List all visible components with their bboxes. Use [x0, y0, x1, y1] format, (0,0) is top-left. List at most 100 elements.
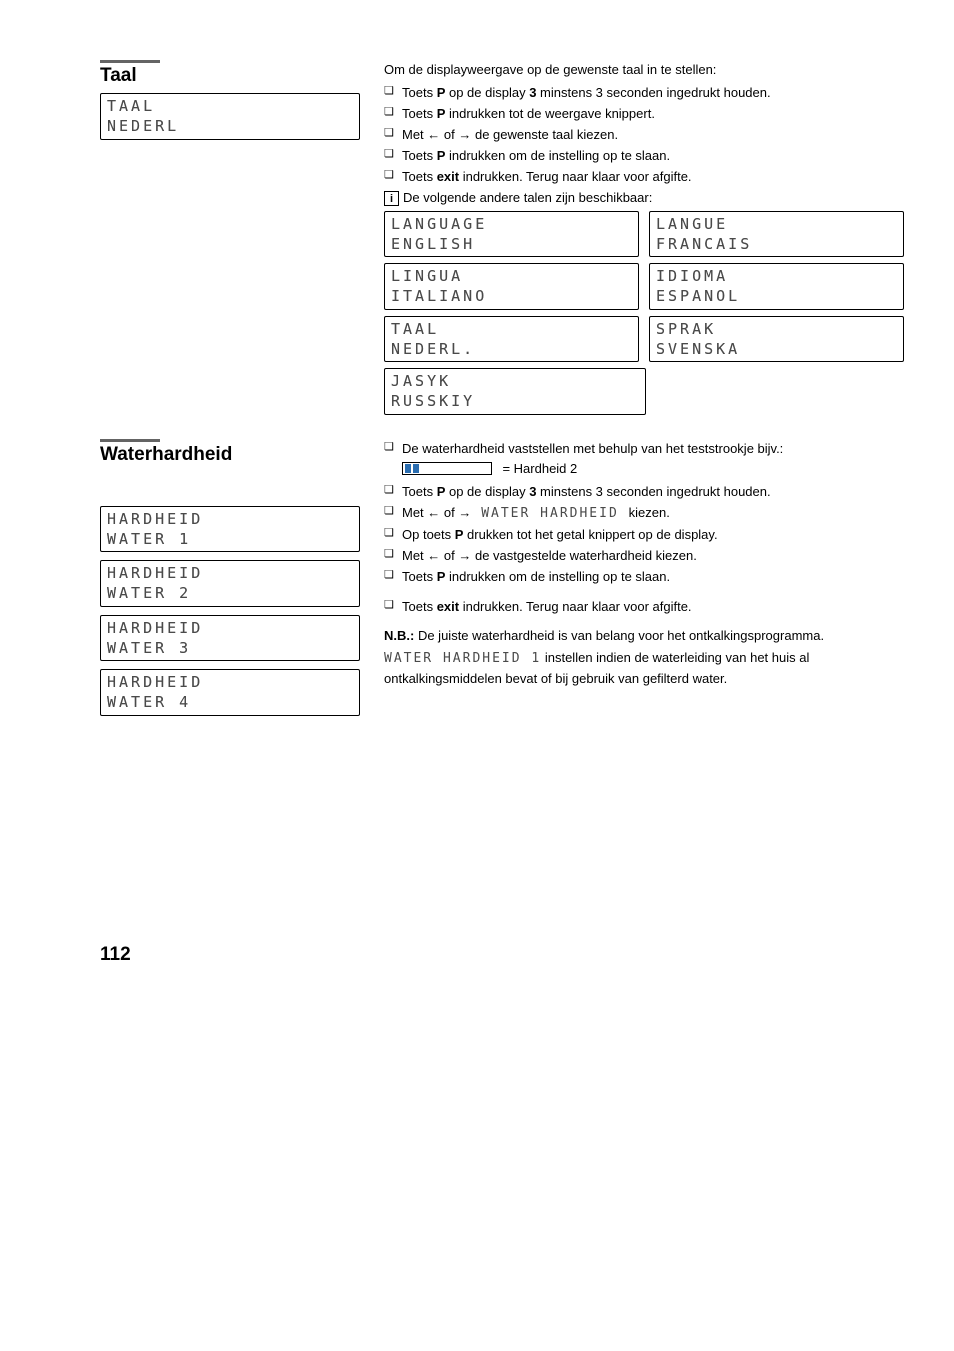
lcd-line: ESPANOL — [656, 286, 897, 306]
lcd-water: HARDHEID WATER 3 — [100, 615, 360, 662]
lcd-line: FRANCAIS — [656, 234, 897, 254]
t: Met — [402, 548, 427, 563]
section-title-taal: Taal — [100, 65, 360, 87]
section-bar — [100, 60, 160, 63]
bullet: De waterhardheid vaststellen met behulp … — [384, 439, 904, 459]
lcd-line: HARDHEID — [107, 672, 353, 692]
mono: WATER HARDHEID — [471, 506, 628, 521]
info-line: iDe volgende andere talen zijn beschikba… — [384, 188, 904, 208]
t: Toets — [402, 599, 437, 614]
lcd-water: HARDHEID WATER 2 — [100, 560, 360, 607]
page-number: 112 — [100, 944, 904, 966]
lcd-line: HARDHEID — [107, 618, 353, 638]
t: Toets — [402, 169, 437, 184]
arrow-right-icon: → — [458, 127, 471, 142]
lcd-line: TAAL — [107, 96, 353, 116]
lcd-line: WATER 3 — [107, 638, 353, 658]
water-bullet-last: Toets exit indrukken. Terug naar klaar v… — [384, 597, 904, 617]
intro-text: Om de displayweergave op de gewenste taa… — [384, 60, 904, 80]
t: indrukken. Terug naar klaar voor afgifte… — [459, 169, 691, 184]
t: minstens 3 seconden ingedrukt houden. — [536, 484, 770, 499]
lcd-water: HARDHEID WATER 4 — [100, 669, 360, 716]
lcd-line: HARDHEID — [107, 563, 353, 583]
water-bullets: Toets P op de display 3 minstens 3 secon… — [384, 482, 904, 588]
taal-bullets: Toets P op de display 3 minstens 3 secon… — [384, 83, 904, 188]
kbd: exit — [437, 169, 459, 184]
t: kiezen. — [629, 505, 670, 520]
arrow-right-icon: → — [458, 505, 471, 520]
t: Met — [402, 127, 427, 142]
t: de vastgestelde waterhardheid kiezen. — [471, 548, 696, 563]
lcd-line: NEDERL. — [391, 339, 632, 359]
lcd-line: SVENSKA — [656, 339, 897, 359]
bullet: Op toets P drukken tot het getal knipper… — [384, 525, 904, 545]
strip-label: = Hardheid 2 — [502, 461, 577, 476]
t: minstens 3 seconden ingedrukt houden. — [536, 85, 770, 100]
lcd-lang: LINGUA ITALIANO — [384, 263, 639, 310]
t: De volgende andere talen zijn beschikbaa… — [403, 190, 652, 205]
lcd-line: RUSSKIY — [391, 391, 639, 411]
arrow-left-icon: ← — [427, 127, 440, 142]
lcd-taal: TAAL NEDERL — [100, 93, 360, 140]
t: indrukken. Terug naar klaar voor afgifte… — [459, 599, 691, 614]
lcd-line: WATER 2 — [107, 583, 353, 603]
t: De waterhardheid vaststellen met behulp … — [402, 441, 783, 456]
lcd-line: WATER 4 — [107, 692, 353, 712]
lcd-line: IDIOMA — [656, 266, 897, 286]
t: de gewenste taal kiezen. — [471, 127, 618, 142]
t: of — [440, 127, 458, 142]
arrow-left-icon: ← — [427, 505, 440, 520]
lcd-line: SPRAK — [656, 319, 897, 339]
t: drukken tot het getal knippert op de dis… — [463, 527, 717, 542]
water-bullets-top: De waterhardheid vaststellen met behulp … — [384, 439, 904, 459]
bullet: Toets exit indrukken. Terug naar klaar v… — [384, 167, 904, 187]
lcd-water: HARDHEID WATER 1 — [100, 506, 360, 553]
lcd-lang: SPRAK SVENSKA — [649, 316, 904, 363]
t: indrukken om de instelling op te slaan. — [445, 148, 670, 163]
lcd-lang: LANGUAGE ENGLISH — [384, 211, 639, 258]
arrow-left-icon: ← — [427, 548, 440, 563]
bullet: Met ← of → de gewenste taal kiezen. — [384, 125, 904, 145]
bullet: Met ← of → de vastgestelde waterhardheid… — [384, 546, 904, 566]
t: op de display — [445, 85, 529, 100]
t: indrukken om de instelling op te slaan. — [445, 569, 670, 584]
nb-para2: WATER HARDHEID 1 instellen indien de wat… — [384, 648, 904, 688]
nb-para: N.B.: De juiste waterhardheid is van bel… — [384, 626, 904, 646]
nb-label: N.B.: — [384, 628, 414, 643]
lcd-line: ITALIANO — [391, 286, 632, 306]
lcd-line: JASYK — [391, 371, 639, 391]
t: Met — [402, 505, 427, 520]
t: Toets — [402, 569, 437, 584]
t: Toets — [402, 484, 437, 499]
t: of — [440, 548, 458, 563]
lcd-line: NEDERL — [107, 116, 353, 136]
t: of — [440, 505, 458, 520]
t: indrukken tot de weergave knippert. — [445, 106, 655, 121]
t: Toets — [402, 85, 437, 100]
lcd-line: WATER 1 — [107, 529, 353, 549]
bullet: Toets P indrukken om de instelling op te… — [384, 146, 904, 166]
bullet: Toets P indrukken tot de weergave knippe… — [384, 104, 904, 124]
arrow-right-icon: → — [458, 548, 471, 563]
lcd-line: LANGUAGE — [391, 214, 632, 234]
t: Op toets — [402, 527, 455, 542]
bullet: Toets P indrukken om de instelling op te… — [384, 567, 904, 587]
lcd-lang: TAAL NEDERL. — [384, 316, 639, 363]
t: op de display — [445, 484, 529, 499]
bullet: Toets exit indrukken. Terug naar klaar v… — [384, 597, 904, 617]
section-bar — [100, 439, 160, 442]
lcd-lang: LANGUE FRANCAIS — [649, 211, 904, 258]
lcd-line: HARDHEID — [107, 509, 353, 529]
kbd: exit — [437, 599, 459, 614]
mono: WATER HARDHEID 1 — [384, 651, 541, 666]
lcd-line: LINGUA — [391, 266, 632, 286]
bullet: Toets P op de display 3 minstens 3 secon… — [384, 482, 904, 502]
lcd-line: LANGUE — [656, 214, 897, 234]
lcd-lang: IDIOMA ESPANOL — [649, 263, 904, 310]
bullet: Met ← of → WATER HARDHEID kiezen. — [384, 503, 904, 524]
lcd-lang: JASYK RUSSKIY — [384, 368, 646, 415]
bullet: Toets P op de display 3 minstens 3 secon… — [384, 83, 904, 103]
t: Toets — [402, 148, 437, 163]
section-title-water: Waterhardheid — [100, 444, 360, 466]
hardness-strip-icon — [402, 462, 492, 475]
